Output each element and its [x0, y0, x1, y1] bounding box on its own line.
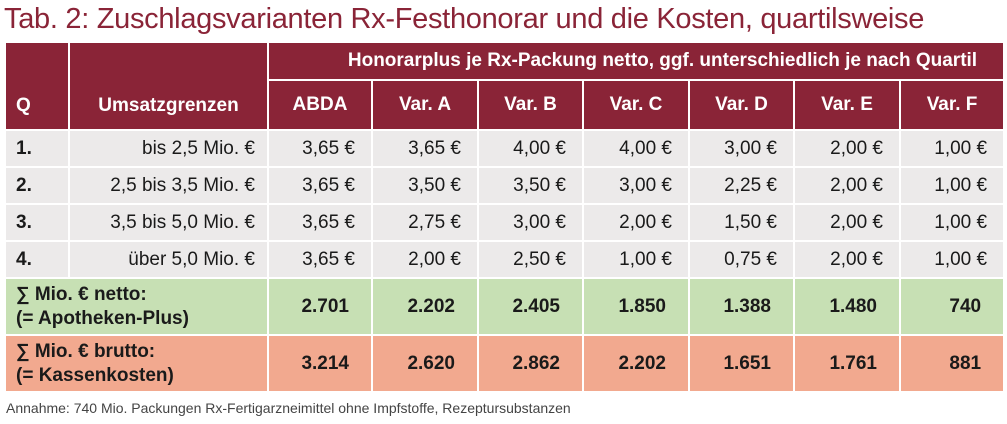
- netto-value: 1.480: [793, 277, 901, 336]
- brutto-value: 3.214: [267, 334, 373, 393]
- quartile-number: 2.: [4, 166, 70, 205]
- revenue-range: 3,5 bis 5,0 Mio. €: [68, 203, 269, 242]
- table-row: 1. bis 2,5 Mio. € 3,65 € 3,65 € 4,00 € 4…: [4, 129, 1006, 168]
- brutto-value: 881: [898, 334, 1006, 393]
- value-cell: 4,00 €: [477, 129, 584, 168]
- brutto-value: 2.862: [477, 334, 584, 393]
- value-cell: 2,00 €: [793, 240, 901, 279]
- header-col-var-d: Var. D: [688, 79, 795, 131]
- value-cell: 3,00 €: [477, 203, 584, 242]
- table-row: 4. über 5,0 Mio. € 3,65 € 2,00 € 2,50 € …: [4, 240, 1006, 279]
- header-umsatzgrenzen: Umsatzgrenzen: [68, 41, 269, 131]
- value-cell: 4,00 €: [582, 129, 690, 168]
- netto-label-line1: ∑ Mio. € netto:: [16, 283, 147, 305]
- netto-sum-label: ∑ Mio. € netto: (= Apotheken-Plus): [4, 277, 269, 336]
- value-cell: 3,65 €: [371, 129, 479, 168]
- table-title: Tab. 2: Zuschlagsvarianten Rx-Festhonora…: [4, 3, 925, 35]
- brutto-value: 2.620: [371, 334, 479, 393]
- brutto-label-line2: (= Kassenkosten): [16, 364, 174, 386]
- netto-value: 1.388: [688, 277, 795, 336]
- quartile-number: 1.: [4, 129, 70, 168]
- quartile-number: 3.: [4, 203, 70, 242]
- quartile-number: 4.: [4, 240, 70, 279]
- value-cell: 3,00 €: [688, 129, 795, 168]
- header-row-columns: ABDA Var. A Var. B Var. C Var. D Var. E …: [5, 79, 1006, 131]
- value-cell: 2,00 €: [793, 166, 901, 205]
- brutto-value: 1.761: [793, 334, 901, 393]
- value-cell: 2,50 €: [477, 240, 584, 279]
- value-cell: 2,00 €: [793, 203, 901, 242]
- value-cell: 1,00 €: [898, 240, 1006, 279]
- value-cell: 1,00 €: [898, 129, 1006, 168]
- value-cell: 2,00 €: [793, 129, 901, 168]
- header-col-var-b: Var. B: [477, 79, 584, 131]
- value-cell: 3,50 €: [371, 166, 479, 205]
- value-cell: 3,65 €: [267, 240, 373, 279]
- header-col-var-c: Var. C: [582, 79, 690, 131]
- revenue-range: über 5,0 Mio. €: [68, 240, 269, 279]
- header-row-top: Q Umsatzgrenzen Honorarplus je Rx-Packun…: [4, 41, 1006, 131]
- value-cell: 2,00 €: [582, 203, 690, 242]
- netto-sum-row: ∑ Mio. € netto: (= Apotheken-Plus) 2.701…: [4, 277, 1006, 336]
- header-q: Q: [4, 41, 70, 131]
- table-row: 2. 2,5 bis 3,5 Mio. € 3,65 € 3,50 € 3,50…: [4, 166, 1006, 205]
- value-cell: 1,00 €: [898, 203, 1006, 242]
- value-cell: 1,00 €: [898, 166, 1006, 205]
- netto-value: 740: [898, 277, 1006, 336]
- header-col-var-f: Var. F: [898, 79, 1006, 131]
- value-cell: 3,65 €: [267, 129, 373, 168]
- value-cell: 2,75 €: [371, 203, 479, 242]
- brutto-value: 1.651: [688, 334, 795, 393]
- brutto-sum-label: ∑ Mio. € brutto: (= Kassenkosten): [4, 334, 269, 393]
- value-cell: 1,00 €: [582, 240, 690, 279]
- footnote: Annahme: 740 Mio. Packungen Rx-Fertigarz…: [6, 400, 571, 416]
- netto-label-line2: (= Apotheken-Plus): [16, 307, 189, 329]
- header-col-var-e: Var. E: [793, 79, 901, 131]
- header-honorarplus: Honorarplus je Rx-Packung netto, ggf. un…: [266, 41, 1006, 81]
- value-cell: 3,65 €: [267, 166, 373, 205]
- revenue-range: bis 2,5 Mio. €: [68, 129, 269, 168]
- brutto-value: 2.202: [582, 334, 690, 393]
- netto-value: 2.202: [371, 277, 479, 336]
- tariff-table: Q Umsatzgrenzen Honorarplus je Rx-Packun…: [4, 41, 1006, 393]
- table-row: 3. 3,5 bis 5,0 Mio. € 3,65 € 2,75 € 3,00…: [4, 203, 1006, 242]
- brutto-label-line1: ∑ Mio. € brutto:: [16, 340, 156, 362]
- value-cell: 2,00 €: [371, 240, 479, 279]
- value-cell: 3,65 €: [267, 203, 373, 242]
- revenue-range: 2,5 bis 3,5 Mio. €: [68, 166, 269, 205]
- header-col-var-a: Var. A: [371, 79, 479, 131]
- value-cell: 3,00 €: [582, 166, 690, 205]
- brutto-sum-row: ∑ Mio. € brutto: (= Kassenkosten) 3.214 …: [4, 334, 1006, 393]
- netto-value: 2.701: [267, 277, 373, 336]
- netto-value: 1.850: [582, 277, 690, 336]
- header-col-abda: ABDA: [267, 79, 373, 131]
- value-cell: 3,50 €: [477, 166, 584, 205]
- value-cell: 0,75 €: [688, 240, 795, 279]
- value-cell: 1,50 €: [688, 203, 795, 242]
- value-cell: 2,25 €: [688, 166, 795, 205]
- netto-value: 2.405: [477, 277, 584, 336]
